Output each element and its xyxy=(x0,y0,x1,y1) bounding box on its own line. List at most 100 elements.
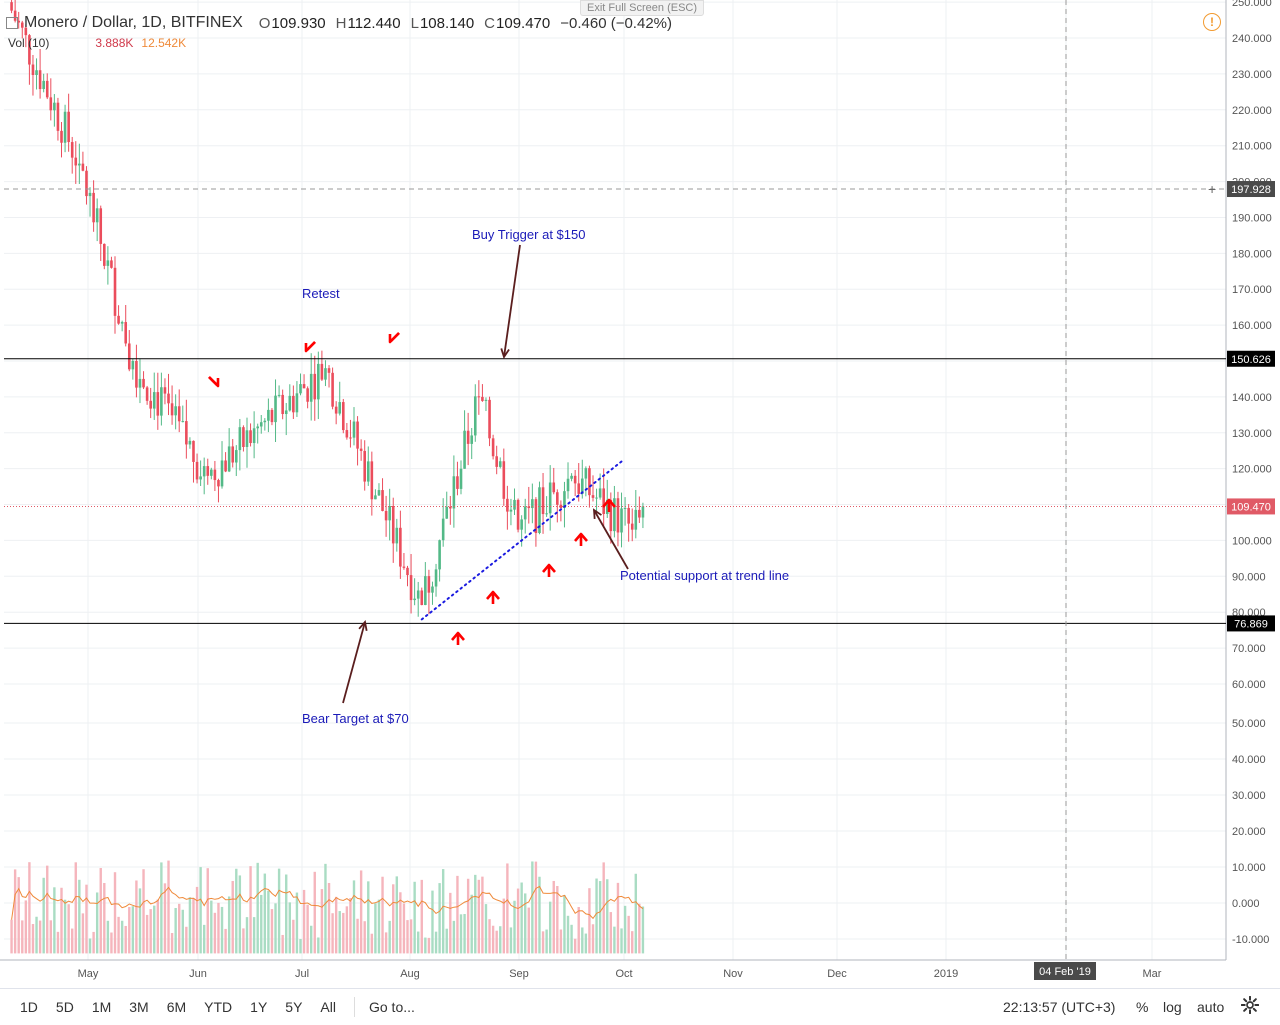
collapse-icon[interactable] xyxy=(6,17,18,29)
candle-body xyxy=(441,518,445,541)
volume-bar xyxy=(566,915,570,954)
auto-toggle[interactable]: auto xyxy=(1197,999,1225,1015)
candle-body xyxy=(252,428,256,444)
timeframe-3m[interactable]: 3M xyxy=(129,999,149,1015)
price-tick-label: 230.000 xyxy=(1232,69,1272,81)
candle-body xyxy=(391,506,395,544)
trend-line[interactable] xyxy=(420,460,623,621)
volume-bar xyxy=(524,893,527,954)
candle-body xyxy=(306,388,309,402)
candle-body xyxy=(463,430,466,469)
price-tick-label: 160.000 xyxy=(1232,320,1272,332)
volume-bar xyxy=(295,892,299,954)
candle-body xyxy=(477,396,481,398)
timeframe-5y[interactable]: 5Y xyxy=(285,999,303,1015)
annotation-trend-support[interactable]: Potential support at trend line xyxy=(620,568,789,583)
volume-bar xyxy=(627,915,630,954)
candle-body xyxy=(267,409,270,421)
timeframe-6m[interactable]: 6M xyxy=(166,999,187,1015)
volume-bar xyxy=(602,862,605,954)
volume-bar xyxy=(81,913,85,954)
candle-body xyxy=(202,466,206,477)
log-toggle[interactable]: log xyxy=(1163,999,1182,1015)
volume-bar xyxy=(470,894,473,954)
candle-body xyxy=(163,387,167,394)
candle-body xyxy=(227,446,231,472)
low-value: 108.140 xyxy=(419,14,475,32)
candle-body xyxy=(349,437,352,439)
volume-bar xyxy=(452,920,456,954)
volume-value: 3.888K xyxy=(95,36,134,50)
candle-body xyxy=(295,393,299,413)
volume-bar xyxy=(324,863,327,954)
volume-bar xyxy=(35,916,38,954)
volume-bar xyxy=(245,917,249,954)
volume-bar xyxy=(459,914,463,954)
candle-body xyxy=(288,395,292,411)
timeframe-1d[interactable]: 1D xyxy=(20,999,38,1015)
volume-bar xyxy=(527,907,530,954)
candle-body xyxy=(67,111,70,143)
gear-icon[interactable] xyxy=(1241,996,1259,1014)
volume-bar xyxy=(178,903,181,954)
percent-toggle[interactable]: % xyxy=(1136,999,1149,1015)
candle-body xyxy=(199,476,202,480)
volume-bar xyxy=(420,879,423,954)
candle-body xyxy=(56,102,60,131)
volume-bar xyxy=(370,933,374,954)
candle-body xyxy=(99,208,103,244)
volume-bar xyxy=(292,919,295,954)
timeframe-1m[interactable]: 1M xyxy=(91,999,112,1015)
candle-body xyxy=(538,487,541,534)
candle-body xyxy=(580,478,584,494)
volume-bar xyxy=(620,928,623,954)
volume-bar xyxy=(481,876,484,954)
annotation-bear-target[interactable]: Bear Target at $70 xyxy=(302,711,409,726)
open-label: O xyxy=(258,14,271,32)
volume-bar xyxy=(609,912,613,954)
volume-bar xyxy=(588,888,591,954)
volume-bar xyxy=(413,881,416,954)
volume-label[interactable]: Vol (10) xyxy=(8,36,50,50)
volume-bar xyxy=(256,862,259,954)
volume-bar xyxy=(367,881,370,954)
annotation-buy-trigger[interactable]: Buy Trigger at $150 xyxy=(472,227,585,242)
volume-bar xyxy=(606,879,609,954)
volume-bar xyxy=(67,904,70,954)
chart-canvas[interactable]: 250.000240.000230.000220.000210.000200.0… xyxy=(0,0,1280,988)
clock[interactable]: 22:13:57 (UTC+3) xyxy=(1003,999,1116,1015)
volume-bar xyxy=(520,882,523,954)
candle-body xyxy=(424,576,427,606)
warning-icon[interactable]: ! xyxy=(1203,13,1221,31)
annotation-retest[interactable]: Retest xyxy=(302,286,340,301)
price-tick-label: 120.000 xyxy=(1232,464,1272,476)
timeframe-ytd[interactable]: YTD xyxy=(204,999,233,1015)
candle-body xyxy=(60,130,63,143)
time-tick-label: Jun xyxy=(189,968,207,980)
candle-body xyxy=(573,475,577,484)
volume-bar xyxy=(634,873,637,954)
timeframe-all[interactable]: All xyxy=(320,999,336,1015)
candle-body xyxy=(170,403,174,416)
candle-body xyxy=(42,80,45,90)
volume-bar xyxy=(153,905,156,954)
candle-body xyxy=(181,421,185,423)
exit-full-screen-button[interactable]: Exit Full Screen (ESC) xyxy=(580,0,705,16)
candle-body xyxy=(627,507,630,524)
red-arrow-trend-4 xyxy=(602,498,616,508)
volume-bar xyxy=(167,860,170,954)
volume-bar xyxy=(235,868,238,954)
symbol-title[interactable]: Monero / Dollar, 1D, BITFINEX xyxy=(24,14,243,31)
goto-button[interactable]: Go to... xyxy=(368,999,415,1015)
volume-bar xyxy=(438,883,441,954)
volume-bar xyxy=(474,874,477,954)
volume-bar xyxy=(13,869,17,954)
timeframe-5d[interactable]: 5D xyxy=(55,999,74,1015)
volume-bar xyxy=(477,879,481,954)
price-tick-label: 190.000 xyxy=(1232,212,1272,224)
volume-bar xyxy=(202,924,206,954)
volume-bar xyxy=(149,909,152,954)
volume-bar xyxy=(281,934,284,954)
timeframe-1y[interactable]: 1Y xyxy=(250,999,268,1015)
price-tick-label: 90.000 xyxy=(1232,571,1266,583)
